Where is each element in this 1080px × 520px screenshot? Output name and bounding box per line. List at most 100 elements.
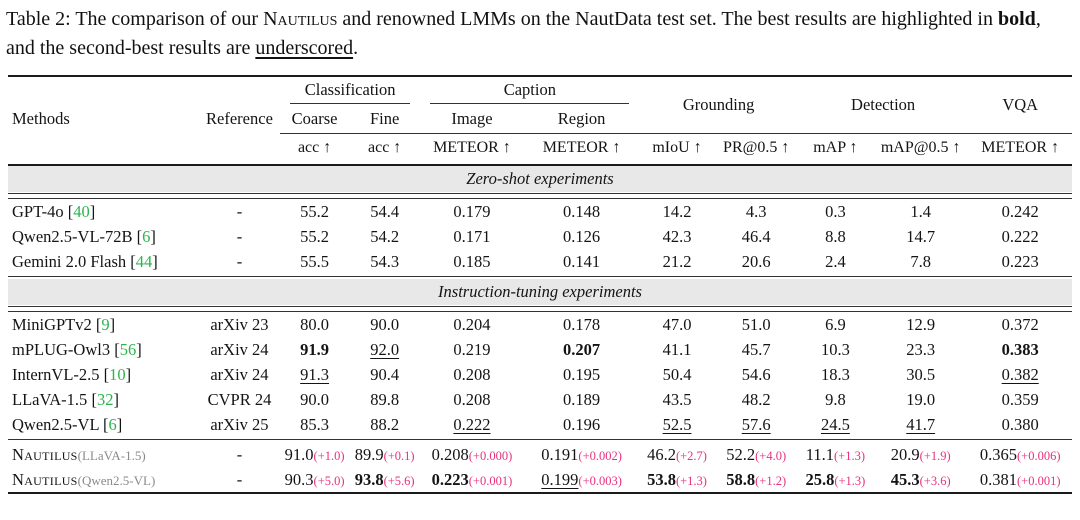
value-cell: 20.6 bbox=[715, 249, 798, 274]
value-cell: 92.0 bbox=[349, 337, 420, 362]
delta-badge: (+1.2) bbox=[755, 473, 787, 488]
value-cell: 0.208(+0.000) bbox=[420, 442, 524, 467]
citation[interactable]: [10] bbox=[99, 364, 132, 384]
metric-value: 30.5 bbox=[906, 364, 936, 384]
method-cell: Qwen2.5-VL-72B [6] bbox=[8, 224, 199, 249]
metric-value: 85.3 bbox=[300, 414, 330, 434]
metric-header: METEOR ↑ bbox=[542, 139, 621, 156]
delta-badge: (+1.9) bbox=[919, 448, 951, 463]
metric-value: 0.208 bbox=[453, 364, 491, 384]
value-cell: 20.9(+1.9) bbox=[873, 442, 968, 467]
caption-text-part: . bbox=[353, 37, 359, 59]
caption-text-part: Table 2: The comparison of our bbox=[6, 8, 264, 30]
value-cell: 0.381(+0.001) bbox=[968, 467, 1072, 492]
value-cell: 0.3 bbox=[798, 199, 873, 224]
group-header-detection: Detection bbox=[851, 94, 916, 114]
delta-badge: (+0.001) bbox=[1017, 473, 1061, 488]
method-cell: InternVL-2.5 [10] bbox=[8, 362, 199, 387]
value-cell: 80.0 bbox=[280, 312, 349, 337]
value-cell: 43.5 bbox=[639, 387, 714, 412]
value-cell: 57.6 bbox=[715, 412, 798, 437]
group-header-classification: Classification bbox=[280, 76, 420, 107]
value-cell: 6.9 bbox=[798, 312, 873, 337]
value-cell: 14.2 bbox=[639, 199, 714, 224]
method-name: GPT-4o bbox=[12, 201, 64, 221]
subcol-header-coarse: Coarse bbox=[291, 109, 338, 128]
metric-value: 4.3 bbox=[745, 201, 767, 221]
metric-value: 54.2 bbox=[370, 226, 400, 246]
method-name: Gemini 2.0 Flash bbox=[12, 251, 127, 271]
metric-value: 0.219 bbox=[453, 339, 491, 359]
citation[interactable]: [6] bbox=[132, 226, 156, 246]
metric-value: 25.8 bbox=[805, 469, 835, 489]
citation[interactable]: [32] bbox=[87, 389, 119, 409]
metric-value: 45.7 bbox=[741, 339, 771, 359]
metric-value: 55.2 bbox=[300, 201, 330, 221]
citation[interactable]: [40] bbox=[63, 201, 96, 221]
metric-value: 48.2 bbox=[741, 389, 771, 409]
value-cell: 0.359 bbox=[968, 387, 1072, 412]
metric-value: 0.382 bbox=[1001, 364, 1039, 384]
value-cell: 8.8 bbox=[798, 224, 873, 249]
model-variant: (LLaVA-1.5) bbox=[77, 447, 146, 463]
metric-value: 43.5 bbox=[662, 389, 692, 409]
method-name: Qwen2.5-VL bbox=[12, 414, 99, 434]
metric-value: 0.383 bbox=[1001, 339, 1039, 359]
citation-number: 10 bbox=[109, 364, 126, 384]
value-cell: 10.3 bbox=[798, 337, 873, 362]
metric-value: 58.8 bbox=[726, 469, 756, 489]
citation[interactable]: [56] bbox=[110, 339, 142, 359]
value-cell: 54.2 bbox=[349, 224, 420, 249]
table-row: LLaVA-1.5 [32] CVPR 24 90.0 89.8 0.208 0.189 4… bbox=[8, 387, 1072, 412]
metric-value: 24.5 bbox=[820, 414, 850, 434]
delta-badge: (+5.6) bbox=[383, 473, 415, 488]
citation[interactable]: [9] bbox=[91, 314, 116, 334]
value-cell: 25.8(+1.3) bbox=[798, 467, 873, 492]
metric-value: 54.6 bbox=[741, 364, 771, 384]
value-cell: 58.8(+1.2) bbox=[715, 467, 798, 492]
value-cell: 51.0 bbox=[715, 312, 798, 337]
value-cell: 90.0 bbox=[349, 312, 420, 337]
value-cell: 52.5 bbox=[639, 412, 714, 437]
value-cell: 24.5 bbox=[798, 412, 873, 437]
metric-value: 18.3 bbox=[820, 364, 850, 384]
value-cell: 0.199(+0.003) bbox=[524, 467, 640, 492]
metric-value: 0.359 bbox=[1001, 389, 1039, 409]
method-name: Nautilus bbox=[12, 444, 78, 464]
metric-value: 21.2 bbox=[662, 251, 692, 271]
metric-value: 91.0 bbox=[284, 444, 314, 464]
value-cell: 19.0 bbox=[873, 387, 968, 412]
metric-value: 0.196 bbox=[563, 414, 601, 434]
reference-cell: arXiv 25 bbox=[210, 414, 269, 434]
value-cell: 50.4 bbox=[639, 362, 714, 387]
metric-value: 90.3 bbox=[284, 469, 314, 489]
metric-value: 0.242 bbox=[1001, 201, 1039, 221]
citation-number: 6 bbox=[108, 414, 117, 434]
table-row: Gemini 2.0 Flash [44] - 55.5 54.3 0.185 0.141… bbox=[8, 249, 1072, 274]
metric-value: 0.222 bbox=[453, 414, 491, 434]
metric-value: 0.185 bbox=[453, 251, 491, 271]
metric-value: 90.4 bbox=[370, 364, 400, 384]
table-row: MiniGPTv2 [9] arXiv 23 80.0 90.0 0.204 0.178 4… bbox=[8, 312, 1072, 337]
value-cell: 88.2 bbox=[349, 412, 420, 437]
delta-badge: (+1.3) bbox=[675, 473, 707, 488]
metric-value: 46.2 bbox=[647, 444, 676, 464]
method-cell: Qwen2.5-VL [6] bbox=[8, 412, 199, 437]
metric-value: 0.191 bbox=[541, 444, 579, 464]
delta-badge: (+3.6) bbox=[919, 473, 951, 488]
citation-number: 9 bbox=[101, 314, 110, 334]
method-cell: GPT-4o [40] bbox=[8, 199, 199, 224]
metric-value: 0.207 bbox=[563, 339, 601, 359]
group-label: Caption bbox=[430, 78, 630, 104]
value-cell: 55.5 bbox=[280, 249, 349, 274]
value-cell: 0.365(+0.006) bbox=[968, 442, 1072, 467]
metric-value: 89.8 bbox=[370, 389, 400, 409]
metric-value: 46.4 bbox=[741, 226, 771, 246]
citation[interactable]: [6] bbox=[98, 414, 123, 434]
metric-header: METEOR ↑ bbox=[981, 139, 1060, 156]
metric-value: 0.223 bbox=[1001, 251, 1039, 271]
citation[interactable]: [44] bbox=[126, 251, 158, 271]
table-row: InternVL-2.5 [10] arXiv 24 91.3 90.4 0.208 0.… bbox=[8, 362, 1072, 387]
value-cell: 12.9 bbox=[873, 312, 968, 337]
metric-value: 91.3 bbox=[300, 364, 330, 384]
